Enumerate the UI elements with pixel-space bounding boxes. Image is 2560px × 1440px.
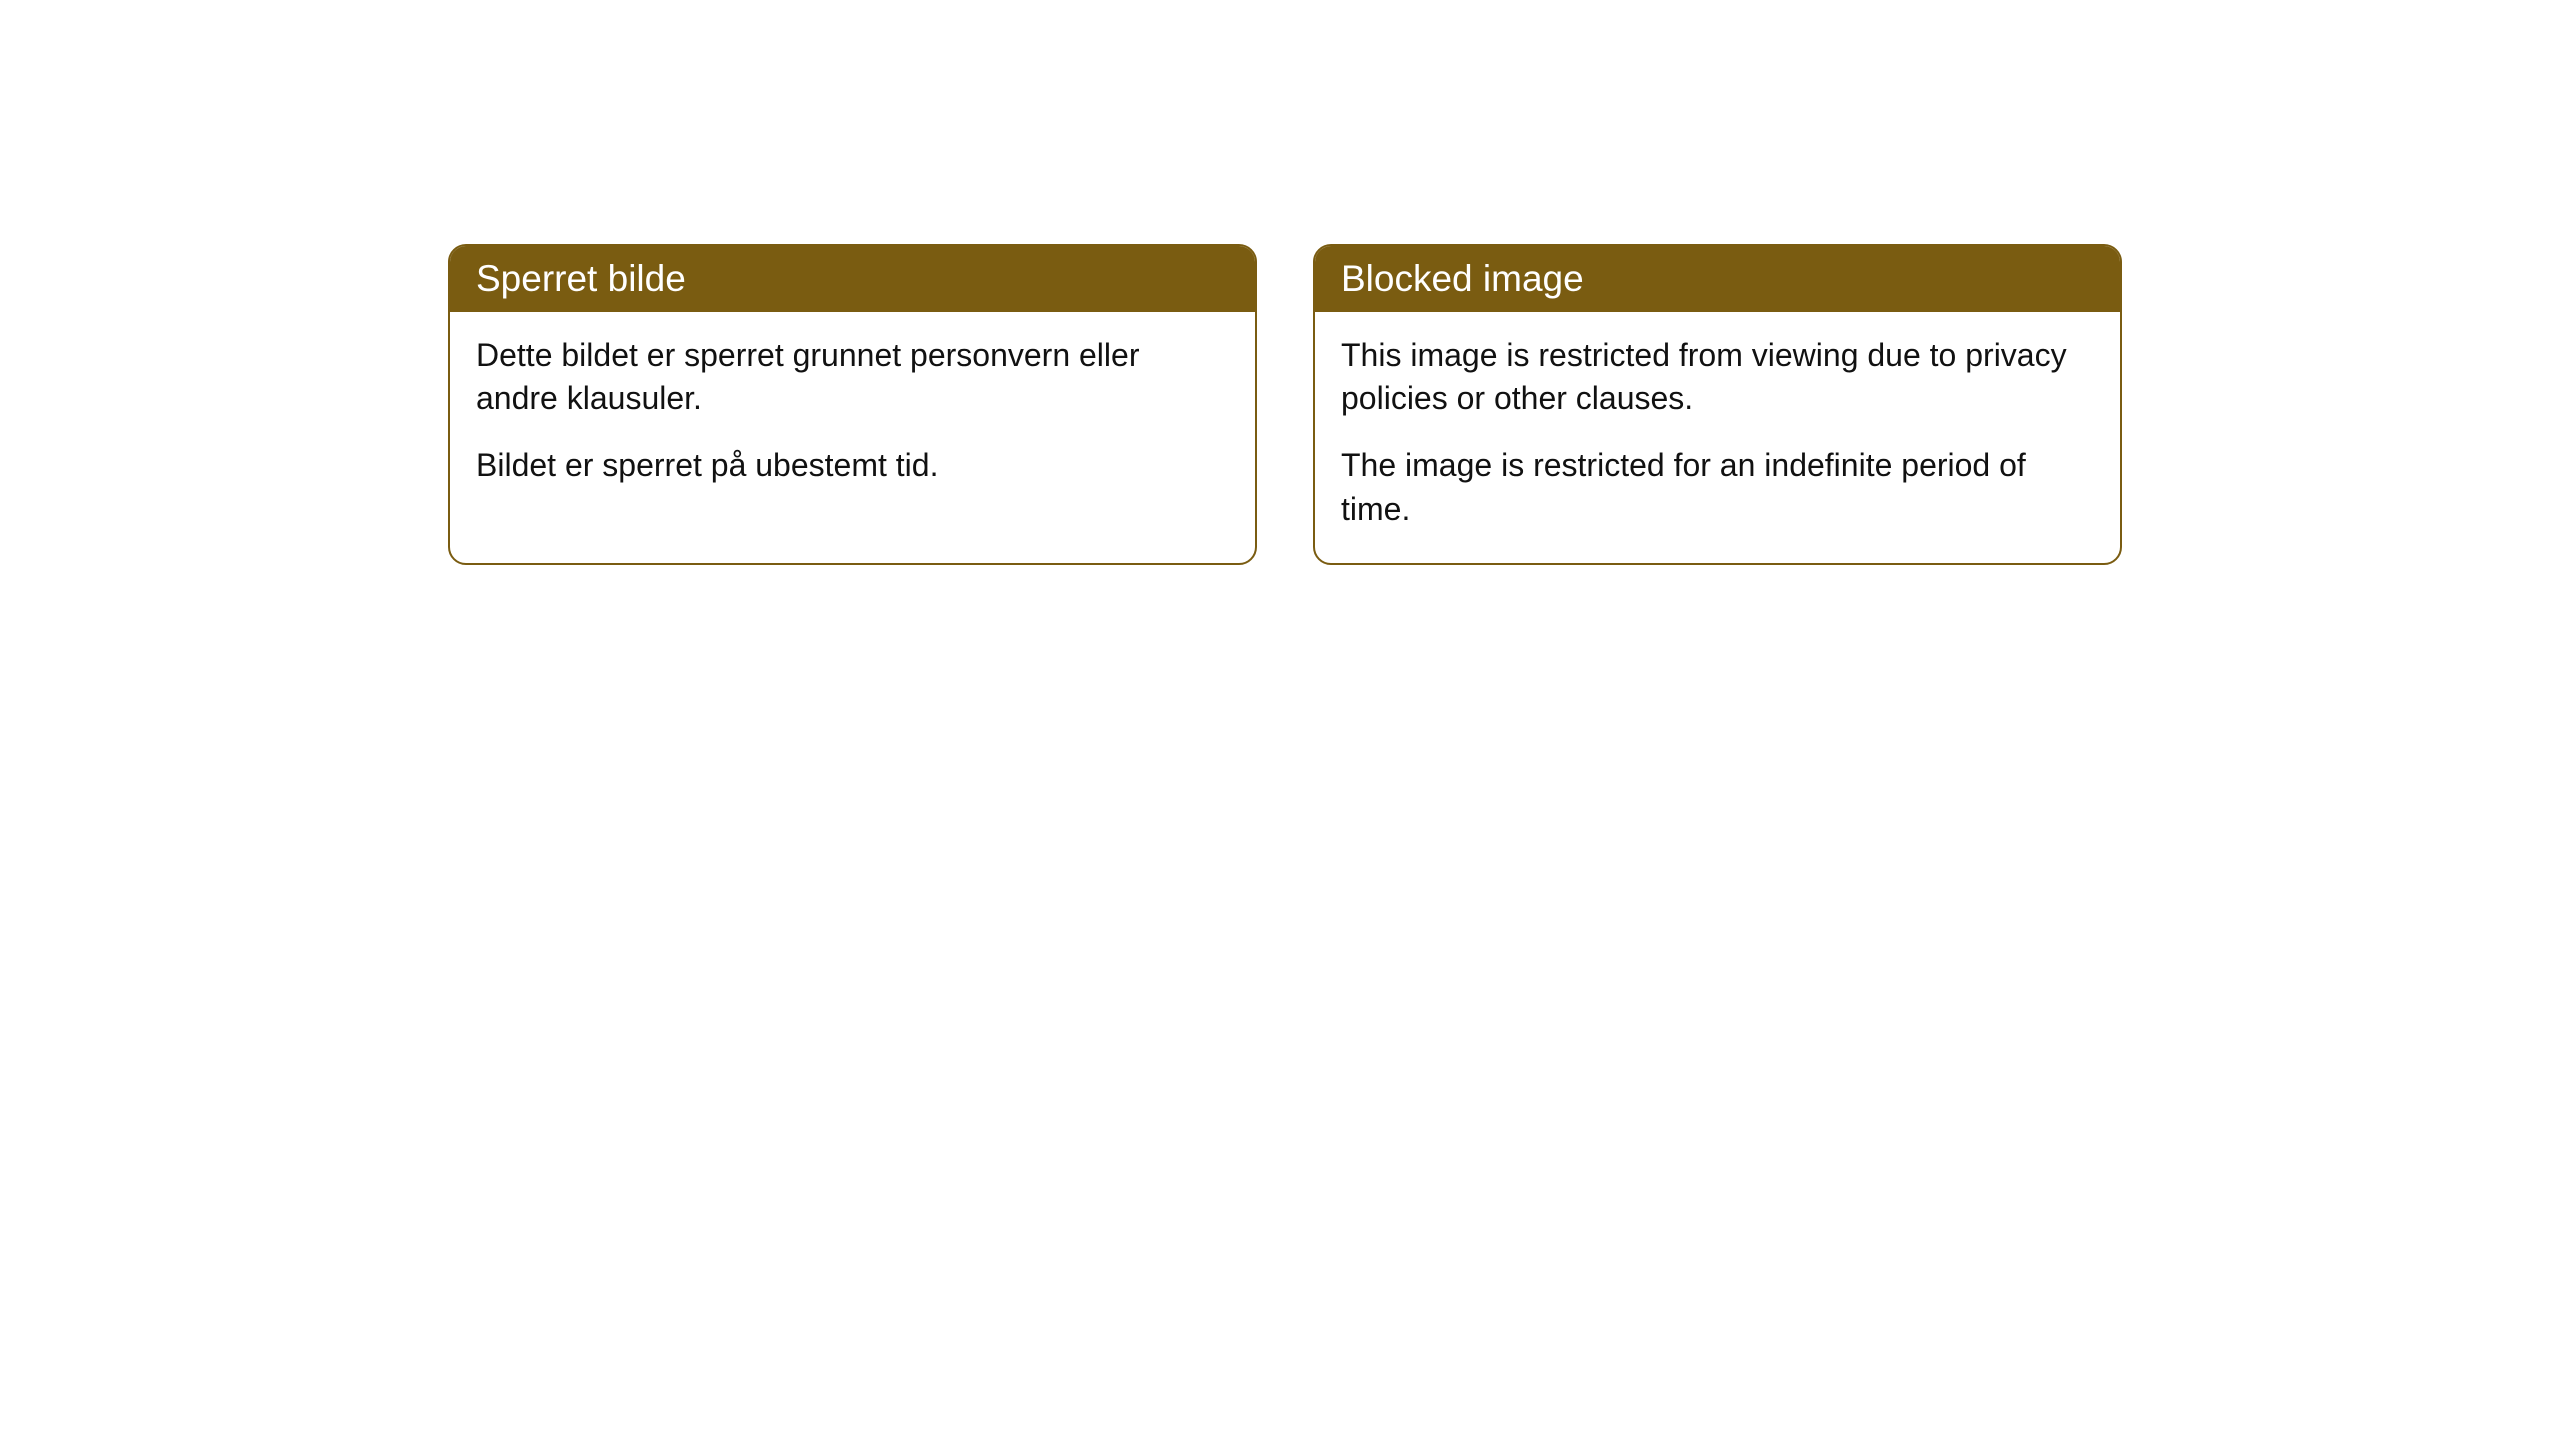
- blocked-image-card-english: Blocked image This image is restricted f…: [1313, 244, 2122, 565]
- card-paragraph-2-english: The image is restricted for an indefinit…: [1341, 444, 2094, 530]
- blocked-image-card-norwegian: Sperret bilde Dette bildet er sperret gr…: [448, 244, 1257, 565]
- card-paragraph-1-english: This image is restricted from viewing du…: [1341, 334, 2094, 420]
- cards-container: Sperret bilde Dette bildet er sperret gr…: [448, 244, 2122, 565]
- card-paragraph-2-norwegian: Bildet er sperret på ubestemt tid.: [476, 444, 1229, 487]
- card-body-norwegian: Dette bildet er sperret grunnet personve…: [450, 312, 1255, 520]
- card-title-english: Blocked image: [1341, 258, 1584, 299]
- card-title-norwegian: Sperret bilde: [476, 258, 686, 299]
- card-body-english: This image is restricted from viewing du…: [1315, 312, 2120, 563]
- card-paragraph-1-norwegian: Dette bildet er sperret grunnet personve…: [476, 334, 1229, 420]
- card-header-english: Blocked image: [1315, 246, 2120, 312]
- card-header-norwegian: Sperret bilde: [450, 246, 1255, 312]
